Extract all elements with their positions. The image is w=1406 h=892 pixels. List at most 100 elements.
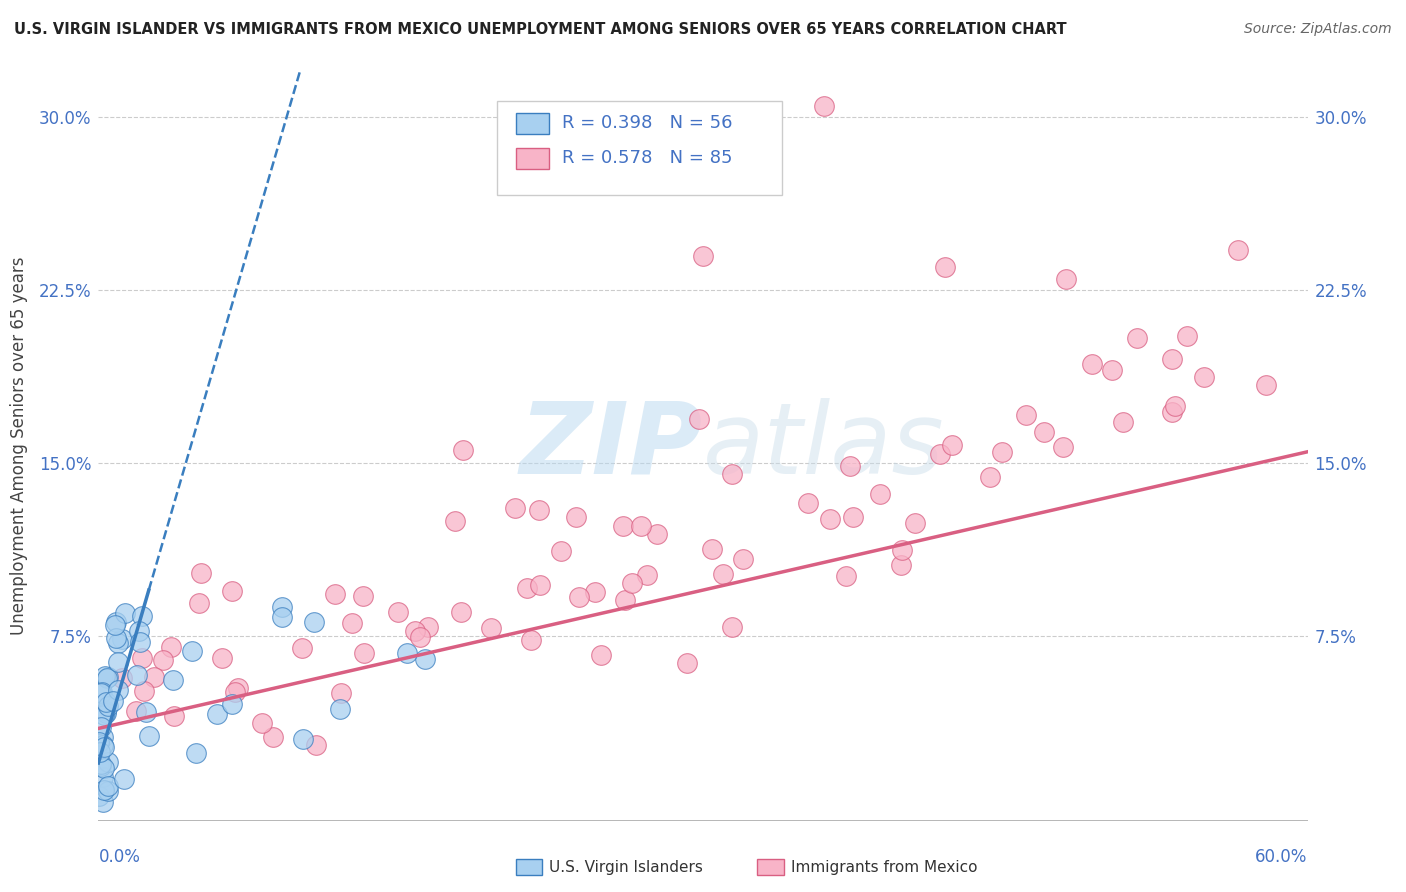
- Point: [529, 578, 551, 592]
- Point: [842, 510, 865, 524]
- Point: [90, 759, 112, 773]
- Point: [87, 737, 110, 751]
- Point: [271, 600, 294, 615]
- Point: [101, 694, 124, 708]
- Point: [527, 503, 550, 517]
- Point: [125, 704, 148, 718]
- Point: [1192, 370, 1215, 384]
- Point: [97, 670, 120, 684]
- Point: [991, 444, 1014, 458]
- Point: [636, 568, 658, 582]
- Point: [519, 632, 541, 647]
- Text: ZIP: ZIP: [520, 398, 703, 494]
- Point: [416, 620, 439, 634]
- Point: [692, 249, 714, 263]
- Point: [612, 518, 634, 533]
- Point: [160, 640, 183, 655]
- Point: [614, 593, 637, 607]
- Point: [91, 730, 114, 744]
- Point: [700, 541, 723, 556]
- Point: [107, 635, 129, 649]
- Point: [91, 685, 114, 699]
- Point: [91, 738, 114, 752]
- Point: [550, 543, 572, 558]
- Point: [107, 682, 129, 697]
- Point: [1175, 329, 1198, 343]
- Text: U.S. VIRGIN ISLANDER VS IMMIGRANTS FROM MEXICO UNEMPLOYMENT AMONG SENIORS OVER 6: U.S. VIRGIN ISLANDER VS IMMIGRANTS FROM …: [14, 22, 1067, 37]
- Y-axis label: Unemployment Among Seniors over 65 years: Unemployment Among Seniors over 65 years: [10, 257, 28, 635]
- Point: [104, 632, 127, 646]
- Point: [621, 575, 644, 590]
- Point: [941, 438, 963, 452]
- Point: [711, 567, 734, 582]
- Point: [1164, 399, 1187, 413]
- Point: [143, 670, 166, 684]
- Point: [305, 739, 328, 753]
- Point: [409, 631, 432, 645]
- Point: [1081, 357, 1104, 371]
- Point: [413, 652, 436, 666]
- Point: [271, 610, 294, 624]
- Point: [97, 779, 120, 793]
- Point: [226, 681, 249, 696]
- FancyBboxPatch shape: [516, 148, 550, 169]
- Point: [387, 605, 409, 619]
- Point: [292, 731, 315, 746]
- Point: [720, 467, 742, 482]
- Point: [1052, 440, 1074, 454]
- Point: [111, 671, 134, 685]
- Point: [676, 656, 699, 670]
- Point: [135, 705, 157, 719]
- Point: [97, 755, 120, 769]
- Point: [352, 589, 374, 603]
- Point: [1126, 331, 1149, 345]
- Point: [93, 740, 115, 755]
- Point: [111, 632, 134, 647]
- Point: [869, 487, 891, 501]
- Point: [221, 583, 243, 598]
- Point: [838, 459, 860, 474]
- Point: [404, 624, 426, 638]
- Point: [188, 596, 211, 610]
- Point: [835, 568, 858, 582]
- Point: [329, 686, 352, 700]
- Point: [721, 620, 744, 634]
- Point: [221, 697, 243, 711]
- Text: 0.0%: 0.0%: [98, 848, 141, 866]
- Point: [131, 609, 153, 624]
- Point: [1161, 405, 1184, 419]
- Point: [205, 706, 228, 721]
- FancyBboxPatch shape: [758, 859, 785, 875]
- Point: [134, 684, 156, 698]
- Point: [1112, 416, 1135, 430]
- Point: [342, 616, 364, 631]
- Point: [181, 643, 204, 657]
- Point: [890, 558, 912, 572]
- Point: [302, 615, 325, 630]
- Point: [450, 605, 472, 619]
- Point: [979, 470, 1001, 484]
- Point: [262, 730, 284, 744]
- Point: [112, 772, 135, 786]
- Point: [1054, 272, 1077, 286]
- FancyBboxPatch shape: [516, 112, 550, 134]
- Point: [89, 759, 111, 773]
- Point: [568, 590, 591, 604]
- Point: [105, 615, 128, 630]
- Text: 60.0%: 60.0%: [1256, 848, 1308, 866]
- Point: [444, 514, 467, 528]
- Point: [224, 685, 246, 699]
- Point: [1254, 378, 1277, 392]
- Text: Immigrants from Mexico: Immigrants from Mexico: [792, 860, 977, 874]
- Point: [1015, 408, 1038, 422]
- Point: [479, 621, 502, 635]
- Point: [97, 784, 120, 798]
- Point: [583, 584, 606, 599]
- Text: U.S. Virgin Islanders: U.S. Virgin Islanders: [550, 860, 703, 874]
- Point: [96, 704, 118, 718]
- Point: [89, 789, 111, 804]
- Point: [630, 519, 652, 533]
- Point: [96, 672, 118, 686]
- Point: [731, 552, 754, 566]
- Point: [104, 617, 127, 632]
